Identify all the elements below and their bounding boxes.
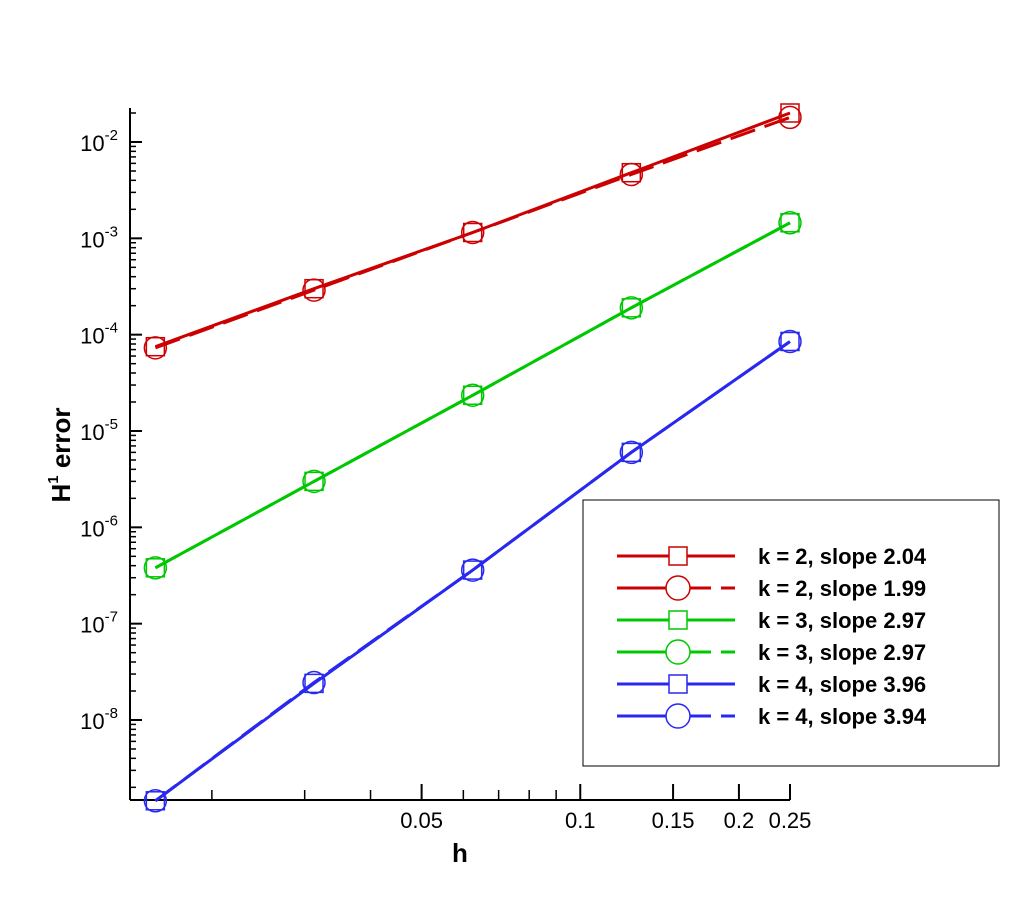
y-tick-label-exp: -8 [105, 705, 118, 722]
x-ticks: 0.05 0.1 0.15 0.2 0.25 [211, 784, 812, 833]
x-axis-title: h [452, 838, 468, 868]
data-point [304, 471, 324, 492]
y-tick-label: 10-2 [80, 127, 118, 156]
data-point [143, 336, 168, 360]
legend-label: k = 2, slope 2.04 [758, 544, 927, 569]
x-tick-label: 0.25 [769, 808, 812, 833]
series-layer [143, 103, 802, 813]
legend-marker [665, 639, 691, 665]
series-line [154, 221, 791, 570]
svg-text:H1 error: H1 error [45, 407, 76, 502]
data-point [778, 211, 802, 235]
data-point [302, 469, 326, 494]
data-point [302, 278, 326, 302]
data-point [145, 336, 166, 357]
legend-box [582, 499, 1000, 767]
plot-area: 10-810-710-610-510-410-310-2 0.05 0.1 0.15… [80, 103, 812, 833]
series-line [154, 115, 791, 350]
series-line [154, 111, 791, 349]
x-tick-label: 0.15 [652, 808, 695, 833]
data-point [462, 222, 483, 243]
y-axis-title-main: H [46, 484, 76, 503]
legend-marker [668, 674, 688, 694]
legend-label: k = 4, slope 3.94 [758, 704, 927, 729]
y-axis-title-rest: error [46, 407, 76, 475]
legend-label: k = 4, slope 3.96 [758, 672, 926, 697]
y-tick-label-exp: -3 [105, 223, 118, 240]
data-point [619, 296, 644, 320]
legend-marker [665, 703, 691, 729]
data-point [462, 560, 483, 580]
data-point [778, 105, 802, 130]
legend-entry: k = 3, slope 2.97 [617, 608, 926, 633]
y-tick-label: 10-4 [80, 320, 118, 349]
y-tick-label-base: 10 [80, 613, 104, 638]
y-axis-title: H1 error [45, 407, 76, 502]
data-point [460, 383, 485, 408]
legend-label: k = 2, slope 1.99 [758, 576, 926, 601]
y-tick-label-base: 10 [80, 420, 104, 445]
data-point [460, 220, 485, 245]
y-tick-label-base: 10 [80, 516, 104, 541]
series-2 [143, 105, 802, 360]
data-point [304, 673, 324, 694]
legend-entry: k = 4, slope 3.94 [617, 703, 927, 729]
legend-entry: k = 2, slope 2.04 [617, 544, 927, 569]
y-tick-label: 10-8 [80, 705, 118, 734]
y-axis-title-sup: 1 [45, 475, 62, 483]
y-tick-label-base: 10 [80, 709, 104, 734]
y-tick-label-exp: -5 [105, 416, 118, 433]
y-tick-label-base: 10 [80, 227, 104, 252]
series-6 [143, 329, 802, 813]
data-point [145, 558, 166, 578]
y-tick-label-base: 10 [80, 131, 104, 156]
y-ticks: 10-810-710-610-510-410-310-2 [80, 112, 142, 789]
legend-entries: k = 2, slope 2.04 k = 2, slope 1.99 k = 3,… [617, 544, 927, 729]
y-tick-label: 10-5 [80, 416, 118, 445]
legend-entry: k = 3, slope 2.97 [617, 639, 926, 665]
data-point [143, 556, 168, 580]
x-tick-label: 0.2 [724, 808, 755, 833]
legend: k = 2, slope 2.04 k = 2, slope 1.99 k = 3,… [582, 499, 1000, 767]
data-point [143, 789, 168, 813]
y-tick-label: 10-3 [80, 223, 118, 252]
y-tick-label-exp: -6 [105, 512, 118, 529]
y-tick-label-base: 10 [80, 324, 104, 349]
legend-label: k = 3, slope 2.97 [758, 640, 926, 665]
legend-entry: k = 2, slope 1.99 [617, 575, 926, 601]
y-tick-label: 10-6 [80, 512, 118, 541]
series-line [154, 340, 791, 803]
data-point [780, 331, 800, 352]
data-point [462, 385, 483, 406]
legend-marker [668, 610, 688, 630]
legend-entry: k = 4, slope 3.96 [617, 672, 926, 697]
data-point [460, 558, 485, 582]
series-4 [143, 211, 802, 580]
data-point [619, 162, 644, 187]
y-tick-label-exp: -2 [105, 127, 118, 144]
x-tick-label: 0.05 [400, 808, 443, 833]
x-tick-label: 0.1 [565, 808, 596, 833]
y-tick-label-exp: -7 [105, 609, 118, 626]
data-point [778, 329, 802, 354]
data-point [302, 670, 326, 695]
data-point [780, 213, 800, 233]
data-point [145, 791, 166, 811]
series-1 [145, 103, 800, 357]
data-point [621, 298, 642, 318]
data-point [621, 442, 642, 463]
data-point [619, 440, 644, 465]
data-point [780, 103, 800, 123]
y-tick-label-exp: -4 [105, 320, 118, 337]
legend-marker [668, 546, 688, 566]
y-tick-label: 10-7 [80, 609, 118, 638]
legend-marker [665, 575, 691, 601]
legend-label: k = 3, slope 2.97 [758, 608, 926, 633]
